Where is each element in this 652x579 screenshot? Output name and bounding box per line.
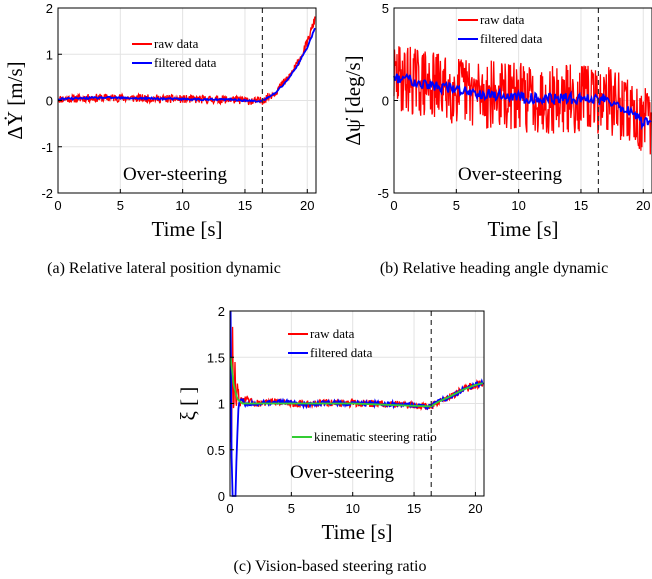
y-tick-label: 5 — [382, 1, 389, 16]
y-tick-label: 0 — [218, 489, 225, 504]
y-tick-label: 0 — [46, 94, 53, 109]
series-line-filtered-data — [393, 72, 652, 131]
y-tick-label: 1 — [218, 397, 225, 412]
y-axis-label: Δψ̇ [deg/s] — [341, 55, 365, 145]
y-tick-label: 0 — [382, 94, 389, 109]
series-line-filtered-data — [57, 27, 316, 103]
y-tick-label: -5 — [377, 186, 389, 201]
x-tick-label: 0 — [54, 198, 61, 213]
legend-label: raw data — [310, 326, 355, 341]
y-tick-label: -1 — [41, 140, 53, 155]
x-tick-label: 20 — [636, 198, 650, 213]
y-tick-label: -2 — [41, 186, 53, 201]
chart-panel-a: 0 5 10 15 20 -2 -1 0 1 2 Time [s] ΔẎ [m/s] raw data f… — [3, 1, 317, 241]
caption-c: (c) Vision-based steering ratio — [234, 558, 427, 575]
x-axis-label: Time [s] — [322, 520, 393, 544]
series-line-kinematic-steering-ratio — [229, 357, 484, 408]
x-tick-label: 15 — [574, 198, 588, 213]
legend-label: raw data — [154, 36, 199, 51]
x-tick-label: 5 — [453, 198, 460, 213]
x-tick-label: 10 — [175, 198, 189, 213]
caption-b: (b) Relative heading angle dynamic — [380, 260, 608, 277]
x-tick-label: 10 — [345, 501, 359, 516]
y-tick-label: 1 — [46, 47, 53, 62]
caption-a: (a) Relative lateral position dynamic — [47, 260, 281, 277]
over-steering-annotation: Over-steering — [290, 462, 395, 483]
x-tick-label: 0 — [390, 198, 397, 213]
x-tick-label: 5 — [117, 198, 124, 213]
y-tick-label: 1.5 — [207, 350, 225, 365]
over-steering-annotation: Over-steering — [458, 164, 563, 185]
y-tick-label: 2 — [218, 304, 225, 319]
y-axis-label: ΔẎ [m/s] — [3, 61, 27, 139]
x-tick-label: 20 — [468, 501, 482, 516]
y-tick-label: 0.5 — [207, 443, 225, 458]
series-line-raw-data — [229, 312, 484, 443]
legend-label: filtered data — [480, 31, 543, 46]
y-axis-label: ξ [ ] — [176, 387, 200, 421]
y-tick-label: 2 — [46, 1, 53, 16]
x-axis-label: Time [s] — [488, 217, 559, 241]
x-tick-label: 5 — [288, 501, 295, 516]
x-tick-label: 15 — [407, 501, 421, 516]
x-tick-label: 15 — [238, 198, 252, 213]
legend-label: raw data — [480, 12, 525, 27]
x-tick-label: 20 — [300, 198, 314, 213]
x-tick-label: 10 — [511, 198, 525, 213]
x-tick-label: 0 — [226, 501, 233, 516]
legend-label: filtered data — [154, 55, 217, 70]
legend-label: filtered data — [310, 345, 373, 360]
legend-label: kinematic steering ratio — [314, 429, 437, 444]
x-axis-label: Time [s] — [152, 217, 223, 241]
over-steering-annotation: Over-steering — [123, 164, 228, 185]
chart-panel-c: 0 5 10 15 20 0 0.5 1 1.5 2 Time [s] ξ [ ] raw data fi… — [176, 304, 485, 544]
